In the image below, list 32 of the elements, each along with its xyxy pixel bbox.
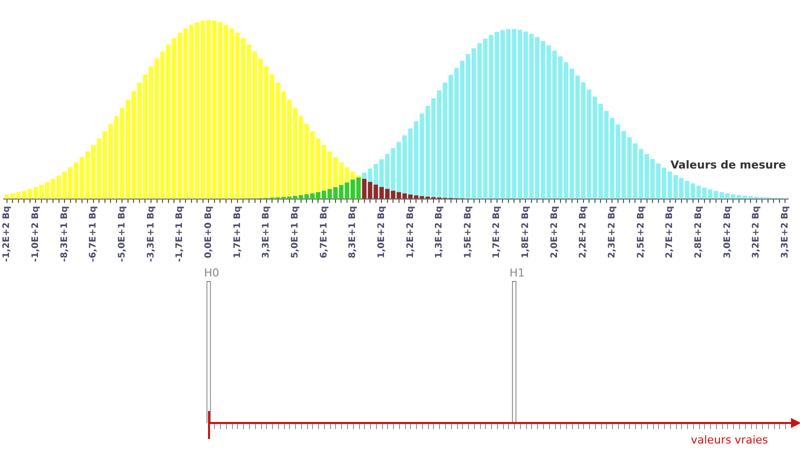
x-tick-label: 0,0E+0 Bq	[204, 206, 214, 258]
x-tick-label: 2,5E+2 Bq	[636, 206, 646, 258]
x-tick-label: 2,2E+2 Bq	[578, 206, 589, 258]
x-tick-label: -1,7E+1 Bq	[175, 206, 186, 262]
x-tick-label: 2,7E+2 Bq	[665, 206, 676, 258]
x-tick-label: -6,7E+1 Bq	[88, 206, 99, 262]
x-tick-label: 1,0E+2 Bq	[376, 206, 387, 258]
x-tick-label: -3,3E+1 Bq	[146, 206, 156, 262]
x-tick-label: 1,7E+1 Bq	[232, 206, 243, 258]
x-tick-label: -8,3E+1 Bq	[60, 206, 70, 262]
x-tick-label: 1,3E+2 Bq	[434, 206, 445, 258]
x-tick-label: 3,3E+2 Bq	[780, 206, 790, 258]
x-tick-label: 5,0E+1 Bq	[290, 206, 300, 258]
x-tick-label: 3,0E+2 Bq	[722, 206, 733, 258]
series-label: H1	[510, 266, 525, 280]
x-tick-label: 2,8E+2 Bq	[694, 206, 704, 258]
x-tick-label: 1,5E+2 Bq	[463, 206, 474, 258]
x-tick-label: 1,2E+2 Bq	[406, 206, 416, 258]
x-tick-label: 2,3E+2 Bq	[608, 206, 618, 258]
x-tick-label: 3,3E+1 Bq	[262, 206, 272, 258]
x-tick-label: 3,2E+2 Bq	[752, 206, 762, 258]
x-axis-title: Valeurs de mesure	[670, 158, 786, 172]
x-axis-title: valeurs vraies	[690, 433, 768, 446]
x-tick-label: 1,7E+2 Bq	[492, 206, 502, 258]
x-tick-label: -1,2E+2 Bq	[2, 206, 12, 262]
x-tick-label: 1,8E+2 Bq	[521, 206, 532, 258]
x-tick-label: -5,0E+1 Bq	[118, 206, 128, 262]
series-label: H0	[204, 266, 220, 280]
x-tick-label: 6,7E+1 Bq	[319, 206, 330, 258]
x-tick-label: 2,0E+2 Bq	[550, 206, 560, 258]
x-tick-label: 8,3E+1 Bq	[348, 206, 358, 258]
x-tick-label: -1,0E+2 Bq	[31, 206, 42, 262]
